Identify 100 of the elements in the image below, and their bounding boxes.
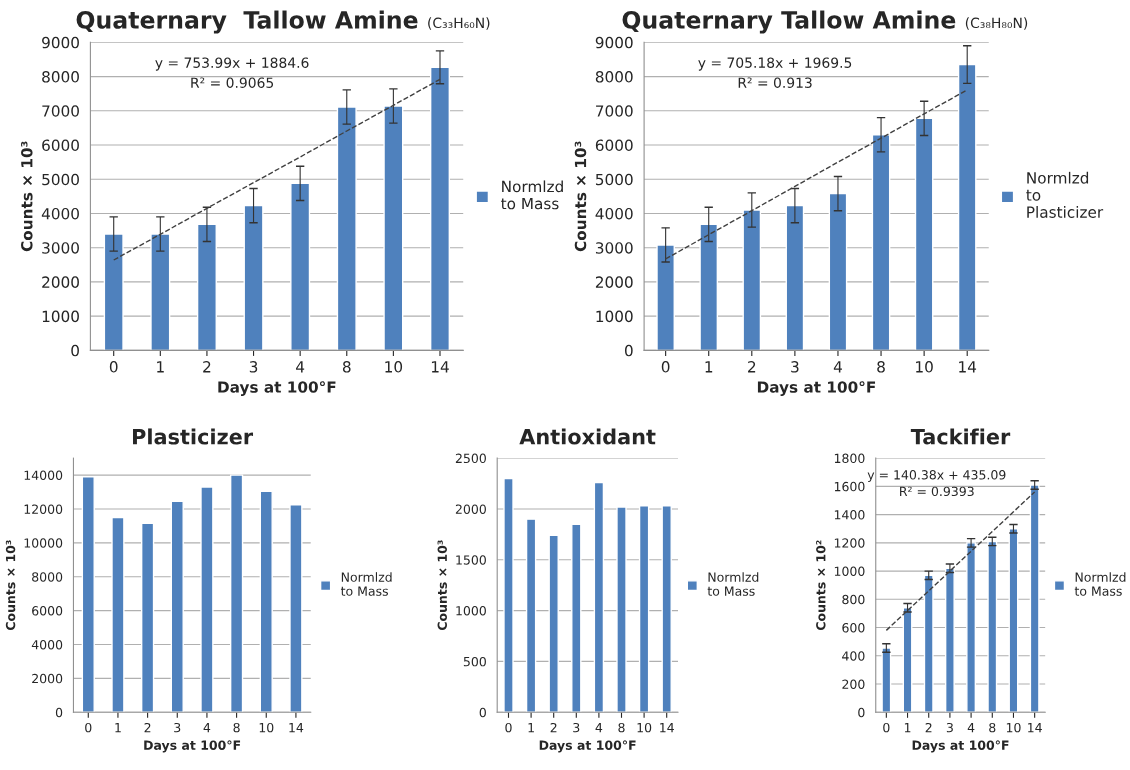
- legend-label: Normlzd to Plasticizer: [1026, 171, 1104, 218]
- x-tick-label: 4: [595, 723, 603, 733]
- x-tick-label: 2: [550, 722, 557, 733]
- bar: [429, 66, 451, 351]
- y-tick-label: 400: [842, 651, 865, 661]
- legend-label: Normlzd to Mass: [340, 572, 392, 596]
- bar: [336, 106, 357, 351]
- annotation: y = 140.38x + 435.09: [867, 470, 1006, 482]
- y-tick-label: 0: [624, 344, 633, 357]
- x-tick-label: 3: [174, 722, 181, 733]
- x-tick-label: 8: [618, 722, 625, 733]
- y-axis-title: Counts × 10³: [5, 540, 16, 631]
- y-tick-label: 1000: [834, 566, 865, 577]
- x-tick-label: 8: [342, 361, 351, 373]
- bar: [785, 204, 805, 351]
- y-tick-label: 1000: [42, 310, 79, 323]
- x-tick-label: 8: [989, 722, 996, 733]
- bar: [1008, 528, 1019, 713]
- bar: [987, 540, 998, 713]
- x-tick-label: 4: [967, 723, 975, 733]
- annotation: y = 753.99x + 1884.6: [155, 57, 309, 71]
- y-tick-label: 0: [858, 707, 865, 718]
- legend-label: Normlzd to Mass: [707, 572, 759, 596]
- x-tick-label: 2: [203, 361, 211, 373]
- bar: [923, 574, 934, 713]
- bar: [103, 233, 124, 351]
- x-tick-label: 3: [573, 722, 580, 733]
- x-tick-label: 14: [959, 361, 977, 373]
- x-tick-label: 3: [249, 361, 258, 373]
- x-tick-label: 0: [85, 722, 92, 733]
- y-tick-label: 3000: [595, 242, 633, 254]
- x-tick-label: 1: [705, 361, 713, 373]
- chart-title: Plasticizer: [133, 428, 254, 445]
- x-tick-label: 14: [431, 361, 449, 373]
- x-axis-title: Days at 100°F: [218, 381, 336, 396]
- bar: [259, 490, 273, 713]
- bar: [150, 233, 171, 351]
- x-tick-label: 0: [661, 361, 670, 373]
- y-tick-label: 0: [71, 344, 79, 357]
- y-tick-label: 6000: [32, 606, 63, 616]
- x-tick-label: 0: [109, 361, 118, 373]
- y-tick-label: 8000: [42, 71, 79, 83]
- x-tick-label: 1: [157, 361, 164, 373]
- y-tick-label: 2000: [455, 504, 486, 514]
- y-tick-label: 2000: [42, 276, 79, 288]
- y-tick-label: 2500: [455, 453, 486, 464]
- chart-subtitle: (C₃₈H₈₀N): [965, 17, 1028, 30]
- bar: [196, 223, 217, 351]
- bar: [243, 204, 264, 351]
- x-tick-label: 0: [505, 722, 512, 733]
- bar: [699, 223, 719, 351]
- bar: [944, 567, 955, 713]
- bar: [742, 209, 762, 351]
- annotation: R² = 0.9065: [191, 77, 274, 88]
- x-tick-label: 10: [637, 722, 652, 733]
- x-tick-label: 0: [883, 722, 890, 733]
- bar: [957, 63, 977, 351]
- y-tick-label: 4000: [31, 639, 63, 650]
- bar: [111, 516, 125, 713]
- x-tick-label: 1: [528, 723, 534, 733]
- bar: [289, 504, 303, 713]
- chart-subtitle: (C₃₃H₆₀N): [428, 17, 490, 30]
- x-tick-label: 14: [660, 723, 674, 733]
- bar: [170, 500, 184, 713]
- y-tick-label: 0: [479, 707, 486, 718]
- x-tick-label: 1: [904, 723, 911, 733]
- y-tick-label: 14000: [24, 470, 63, 481]
- y-tick-label: 600: [842, 623, 865, 633]
- y-tick-label: 2000: [32, 673, 63, 684]
- x-tick-label: 14: [289, 723, 304, 733]
- y-tick-label: 7000: [596, 105, 633, 117]
- bar: [871, 134, 891, 351]
- x-tick-label: 2: [748, 361, 756, 373]
- x-tick-label: 4: [296, 361, 305, 373]
- y-axis-title: Counts × 10³: [437, 540, 447, 631]
- y-tick-label: 10000: [24, 538, 63, 548]
- chart-title: Quaternary Tallow Amine: [76, 10, 418, 34]
- y-tick-label: 1000: [456, 606, 486, 616]
- y-tick-label: 1500: [456, 555, 486, 565]
- x-axis-title: Days at 100°F: [912, 740, 1009, 753]
- y-tick-label: 2000: [595, 276, 633, 288]
- legend-label: Normlzd to Mass: [501, 180, 563, 210]
- y-tick-label: 200: [842, 679, 865, 689]
- line-series: [113, 78, 441, 261]
- y-tick-label: 1800: [834, 453, 865, 464]
- chart-title: Tackifier: [910, 428, 1011, 445]
- x-tick-label: 8: [877, 361, 885, 373]
- x-axis-title: Days at 100°F: [539, 740, 636, 753]
- bar: [383, 105, 404, 351]
- bar: [81, 476, 95, 713]
- bar: [593, 481, 605, 713]
- y-tick-label: 500: [463, 656, 486, 667]
- bar: [914, 117, 934, 351]
- y-tick-label: 9000: [595, 36, 633, 49]
- y-tick-label: 8000: [595, 71, 633, 83]
- y-tick-label: 800: [842, 594, 865, 605]
- x-tick-label: 4: [833, 361, 842, 373]
- y-axis-title: Counts × 10²: [816, 540, 826, 631]
- x-tick-label: 10: [259, 722, 274, 733]
- x-tick-label: 1: [115, 723, 121, 733]
